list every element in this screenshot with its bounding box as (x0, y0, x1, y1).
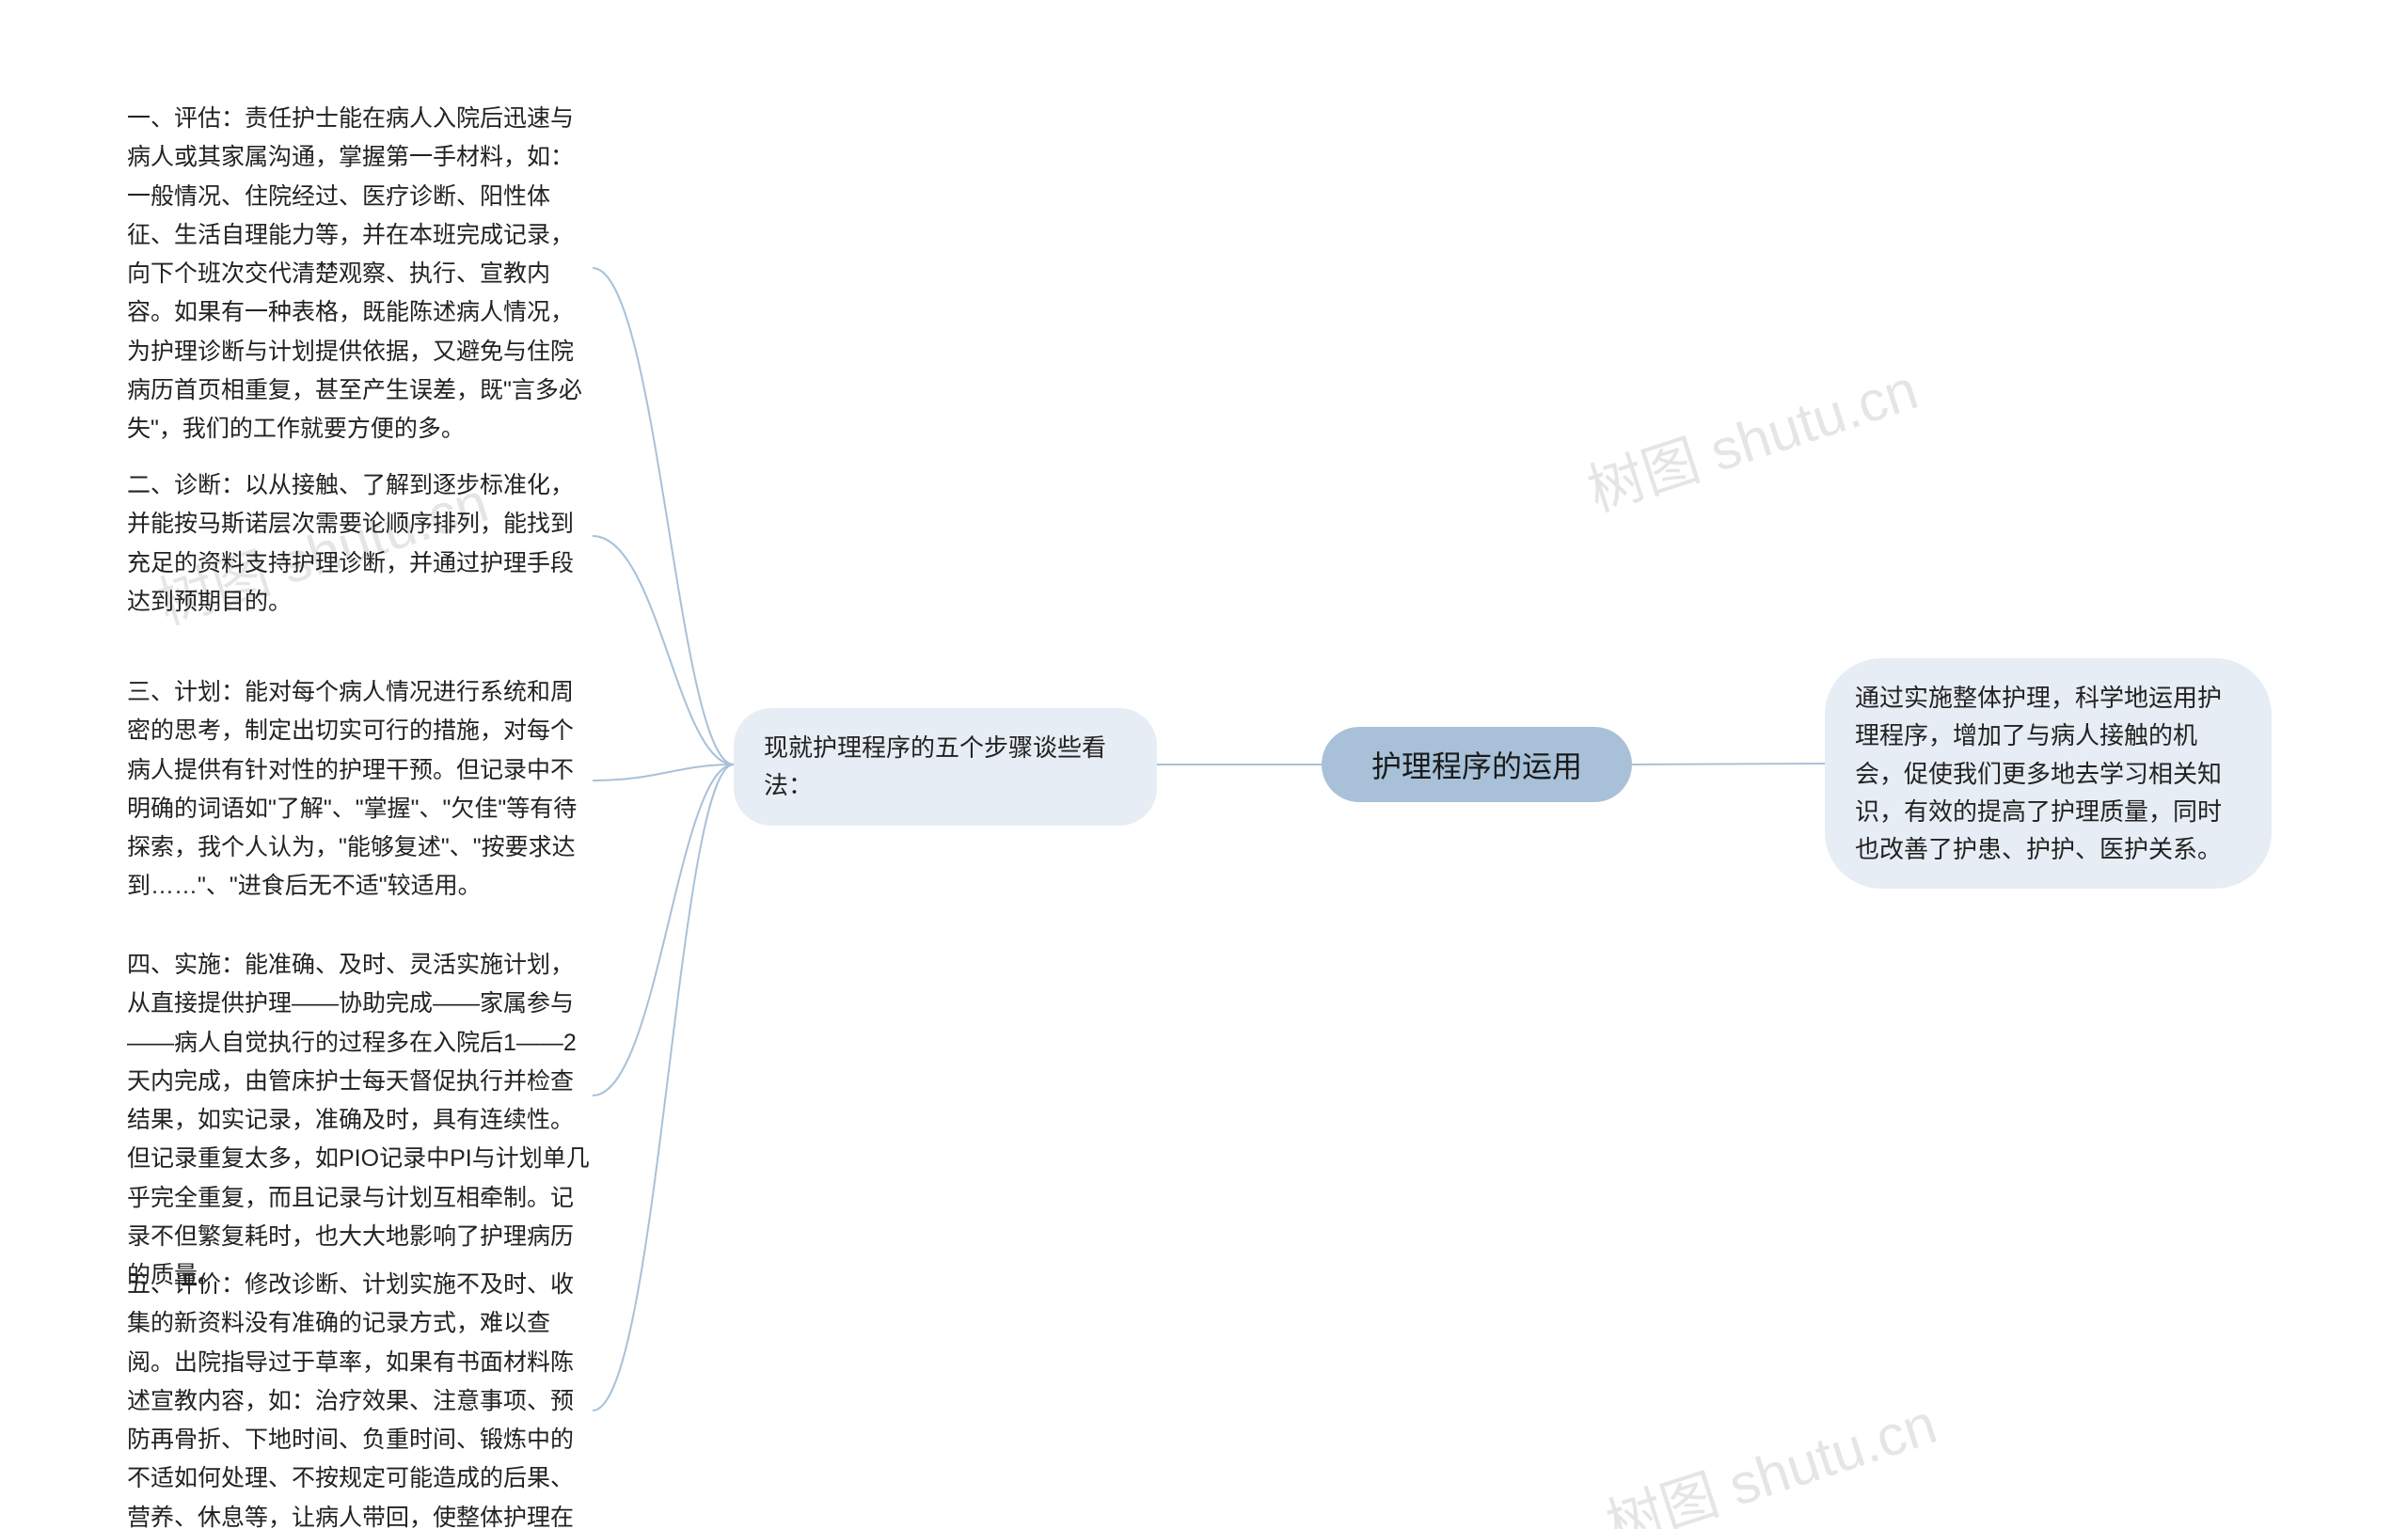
leaf-1-text: 一、评估：责任护士能在病人入院后迅速与病人或其家属沟通，掌握第一手材料，如：一般… (127, 105, 582, 442)
leaf-5-text: 五、评价：修改诊断、计划实施不及时、收集的新资料没有准确的记录方式，难以查阅。出… (127, 1271, 574, 1529)
mindmap-leaf-2[interactable]: 二、诊断：以从接触、了解到逐步标准化，并能按马斯诺层次需要论顺序排列，能找到充足… (127, 461, 593, 627)
mindmap-leaf-4[interactable]: 四、实施：能准确、及时、灵活实施计划，从直接提供护理——协助完成——家属参与——… (127, 940, 593, 1300)
leaf-2-text: 二、诊断：以从接触、了解到逐步标准化，并能按马斯诺层次需要论顺序排列，能找到充足… (127, 472, 574, 615)
mindmap-branch-left[interactable]: 现就护理程序的五个步骤谈些看法： (734, 708, 1157, 826)
mindmap-leaf-5[interactable]: 五、评价：修改诊断、计划实施不及时、收集的新资料没有准确的记录方式，难以查阅。出… (127, 1260, 593, 1529)
mindmap-leaf-1[interactable]: 一、评估：责任护士能在病人入院后迅速与病人或其家属沟通，掌握第一手材料，如：一般… (127, 94, 593, 454)
leaf-4-text: 四、实施：能准确、及时、灵活实施计划，从直接提供护理——协助完成——家属参与——… (127, 952, 590, 1288)
mindmap-leaf-3[interactable]: 三、计划：能对每个病人情况进行系统和周密的思考，制定出切实可行的措施，对每个病人… (127, 668, 593, 912)
mindmap-branch-right[interactable]: 通过实施整体护理，科学地运用护理程序，增加了与病人接触的机会，促使我们更多地去学… (1825, 658, 2272, 889)
root-label: 护理程序的运用 (1371, 743, 1582, 786)
leaf-3-text: 三、计划：能对每个病人情况进行系统和周密的思考，制定出切实可行的措施，对每个病人… (127, 679, 577, 899)
watermark: 树图 shutu.cn (1576, 344, 1926, 528)
branch-left-label: 现就护理程序的五个步骤谈些看法： (764, 729, 1127, 805)
branch-right-label: 通过实施整体护理，科学地运用护理程序，增加了与病人接触的机会，促使我们更多地去学… (1855, 679, 2242, 868)
watermark: 树图 shutu.cn (1594, 1379, 1945, 1529)
mindmap-root-node[interactable]: 护理程序的运用 (1322, 727, 1632, 802)
